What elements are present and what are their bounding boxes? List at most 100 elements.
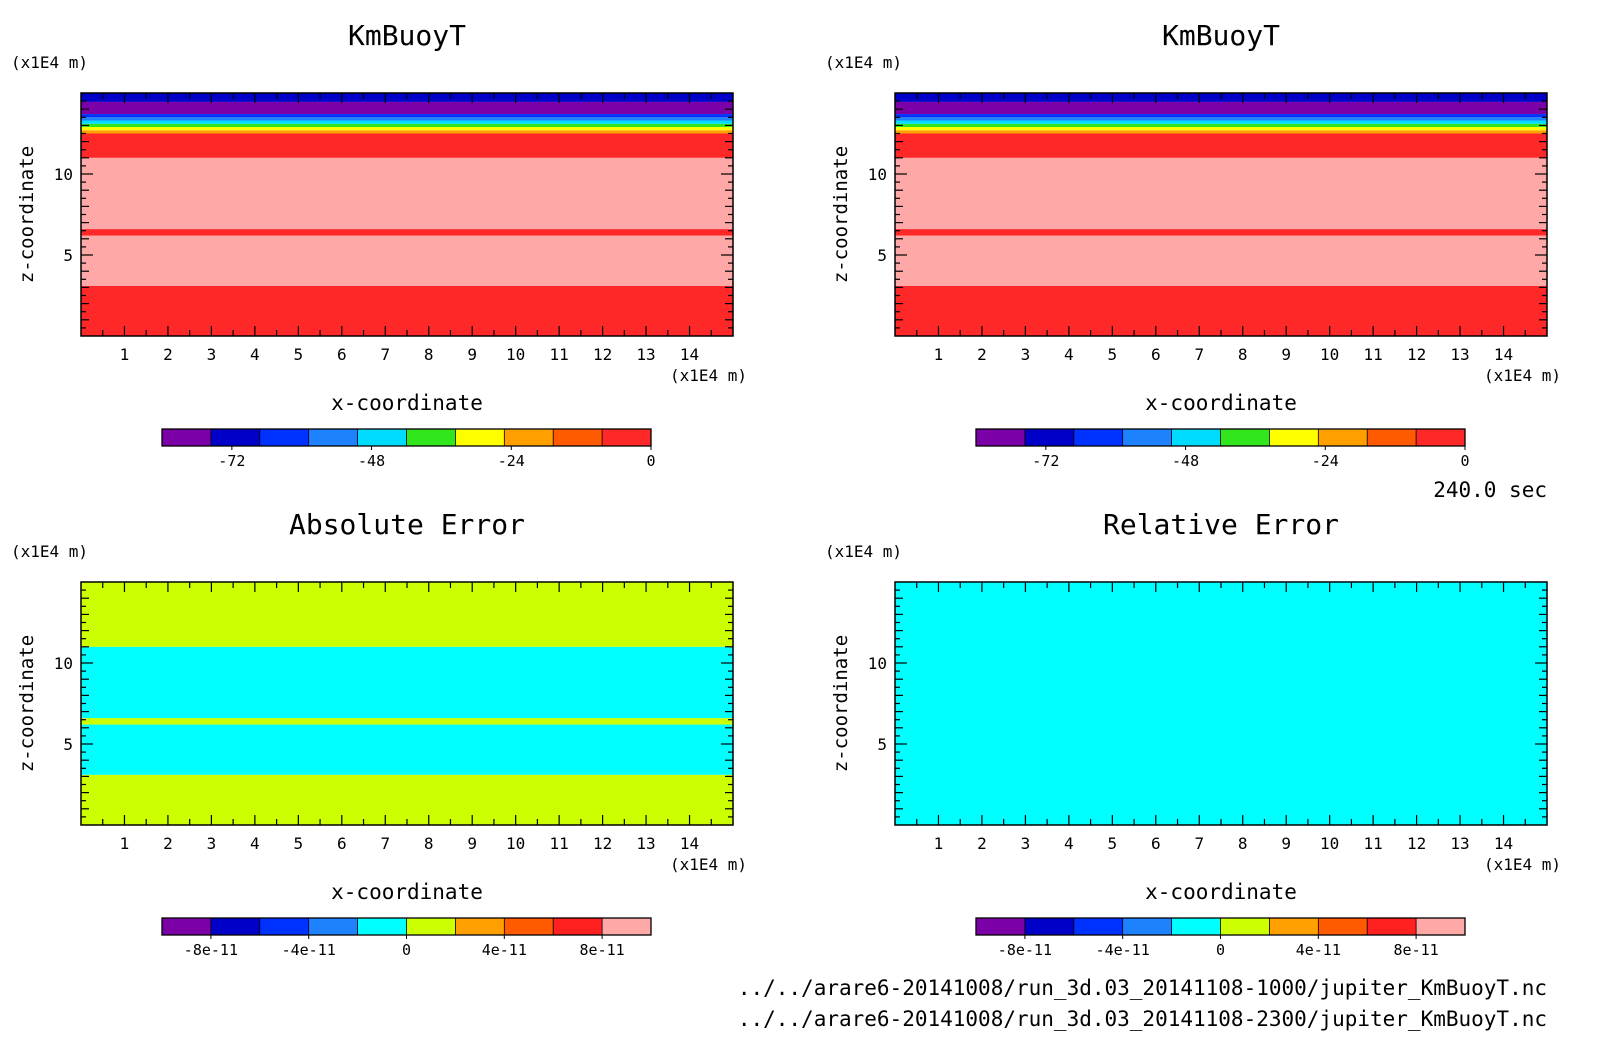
colorbar-swatch [553, 918, 603, 935]
x-tick-label: 2 [163, 834, 173, 853]
colorbar-swatch [357, 918, 407, 935]
contour-band [895, 101, 1547, 115]
y-axis-title: z-coordinate [16, 146, 38, 283]
x-tick-label: 12 [1407, 834, 1426, 853]
x-tick-label: 6 [1151, 345, 1161, 364]
colorbar-swatch [504, 429, 554, 446]
colorbar-tick-label: -4e-11 [282, 941, 336, 959]
x-tick-label: 7 [1194, 345, 1204, 364]
panel-3: Absolute Error(x1E4 m)1 2 3 4 5 6 7 8 9 10 11 12 13 1… [11, 508, 747, 959]
colorbar-tick-label: -72 [218, 452, 245, 470]
y-axis-title: z-coordinate [16, 635, 38, 772]
colorbar-swatch [1122, 429, 1173, 446]
x-tick-label: 9 [467, 345, 477, 364]
contour-band [81, 114, 733, 118]
colorbar-swatch [1024, 918, 1075, 935]
x-tick-label: 10 [506, 345, 525, 364]
colorbar-tick-label: 4e-11 [482, 941, 527, 959]
file-path-1: ../../arare6-20141008/run_3d.03_20141108… [738, 976, 1547, 1000]
x-tick-label: 14 [1494, 834, 1513, 853]
panel-1: KmBuoyT(x1E4 m)1 2 3 4 5 6 7 8 9 10 11 12 13 14510(x1… [11, 19, 747, 470]
colorbar-swatch [602, 429, 652, 446]
x-axis-title: x-coordinate [1145, 880, 1297, 904]
x-tick-label: 1 [120, 345, 130, 364]
contour-band [81, 123, 733, 128]
colorbar-swatch [1073, 429, 1124, 446]
contour-band [81, 718, 733, 725]
panel-title: KmBuoyT [348, 19, 466, 52]
colorbar-swatch [162, 918, 212, 935]
y-tick-label: 10 [868, 165, 887, 184]
x-unit-label: (x1E4 m) [1484, 366, 1561, 385]
contour-band [895, 157, 1547, 230]
colorbar-tick-label: 0 [646, 452, 655, 470]
y-tick-label: 5 [877, 246, 887, 265]
contour-band [895, 582, 1547, 825]
colorbar-swatch [406, 429, 456, 446]
contour-band [895, 123, 1547, 128]
contour-band [81, 646, 733, 719]
x-tick-label: 7 [1194, 834, 1204, 853]
x-axis-title: x-coordinate [1145, 391, 1297, 415]
x-tick-label: 13 [636, 834, 655, 853]
panel-2: KmBuoyT(x1E4 m)1 2 3 4 5 6 7 8 9 10 11 12 13 14510(x1… [825, 19, 1561, 470]
x-tick-label: 12 [593, 345, 612, 364]
x-tick-label: 2 [977, 834, 987, 853]
x-tick-label: 4 [1064, 345, 1074, 364]
y-unit-label: (x1E4 m) [11, 53, 88, 72]
x-unit-label: (x1E4 m) [670, 366, 747, 385]
contour-band [81, 127, 733, 131]
colorbar-tick-label: -48 [358, 452, 385, 470]
colorbar-swatch [602, 918, 652, 935]
colorbar-swatch [1220, 429, 1270, 446]
x-tick-label: 3 [1021, 834, 1031, 853]
x-tick-label: 14 [680, 345, 699, 364]
colorbar-swatch [1318, 429, 1368, 446]
y-tick-label: 5 [877, 735, 887, 754]
y-axis-title: z-coordinate [830, 635, 852, 772]
x-tick-label: 5 [1108, 345, 1118, 364]
x-tick-label: 1 [120, 834, 130, 853]
x-tick-label: 6 [337, 834, 347, 853]
panel-title: KmBuoyT [1162, 19, 1280, 52]
contour-band [895, 130, 1547, 134]
colorbar-tick-label: 4e-11 [1296, 941, 1341, 959]
colorbar-swatch [259, 918, 310, 935]
x-tick-label: 12 [593, 834, 612, 853]
y-unit-label: (x1E4 m) [11, 542, 88, 561]
contour-band [81, 285, 733, 336]
x-tick-label: 10 [1320, 834, 1339, 853]
colorbar-swatch [976, 429, 1026, 446]
contour-band [895, 127, 1547, 131]
y-tick-label: 5 [63, 246, 73, 265]
contour-band [81, 133, 733, 158]
colorbar-swatch [308, 429, 359, 446]
colorbar-swatch [1171, 918, 1221, 935]
x-tick-label: 4 [250, 834, 260, 853]
colorbar-swatch [455, 429, 505, 446]
y-tick-label: 10 [868, 654, 887, 673]
x-tick-label: 3 [207, 345, 217, 364]
x-tick-label: 5 [1108, 834, 1118, 853]
colorbar-tick-label: -48 [1172, 452, 1199, 470]
contour-band [895, 235, 1547, 286]
x-tick-label: 9 [467, 834, 477, 853]
colorbar-swatch [976, 918, 1026, 935]
contour-band [81, 235, 733, 286]
contour-band [81, 582, 733, 647]
colorbar-swatch [1367, 429, 1417, 446]
x-tick-label: 1 [934, 345, 944, 364]
x-tick-label: 6 [337, 345, 347, 364]
x-axis-title: x-coordinate [331, 880, 483, 904]
contour-band [895, 114, 1547, 118]
colorbar-swatch [210, 918, 261, 935]
time-label: 240.0 sec [1433, 478, 1547, 502]
colorbar-swatch [1269, 429, 1319, 446]
contour-band [895, 285, 1547, 336]
x-tick-label: 2 [163, 345, 173, 364]
x-tick-label: 11 [1364, 834, 1383, 853]
x-tick-label: 7 [380, 345, 390, 364]
x-tick-label: 7 [380, 834, 390, 853]
colorbar-tick-label: -24 [1312, 452, 1339, 470]
